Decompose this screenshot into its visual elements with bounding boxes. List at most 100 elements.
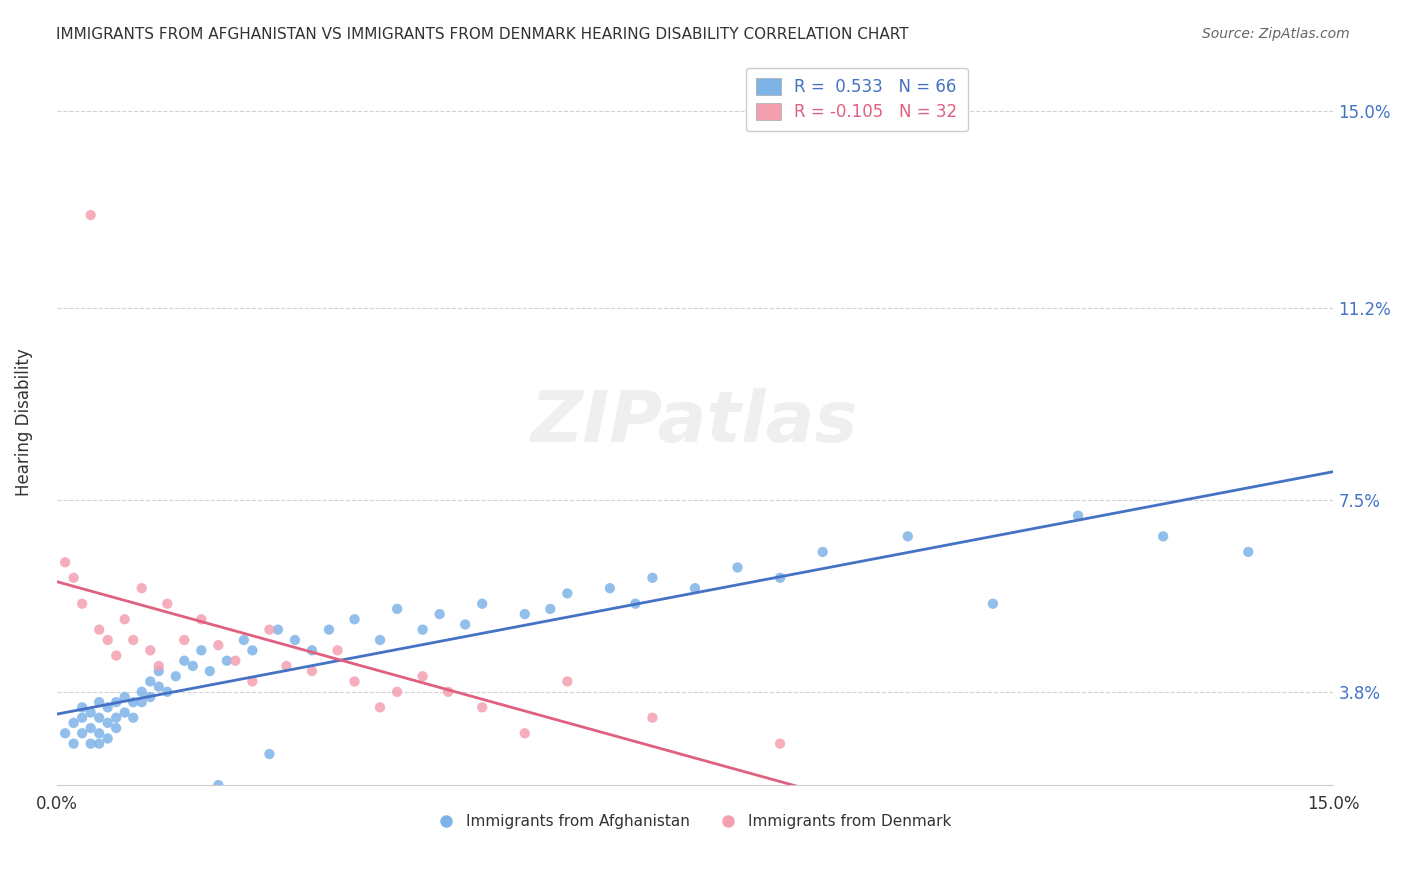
Point (89, 737, 111, 751)
Point (173, 654, 195, 668)
Point (513, 726, 536, 740)
Point (641, 711, 664, 725)
Point (207, 638, 229, 652)
Point (89, 695, 111, 709)
Point (131, 685, 153, 699)
Point (769, 571, 792, 585)
Point (429, 607, 451, 621)
Point (624, 597, 647, 611)
Point (284, 632, 307, 647)
Point (89, 711, 111, 725)
Point (79, 706, 101, 720)
Point (114, 690, 136, 704)
Point (105, 711, 128, 725)
Point (62, 571, 84, 585)
Point (224, 654, 246, 668)
Point (148, 680, 170, 694)
Text: IMMIGRANTS FROM AFGHANISTAN VS IMMIGRANTS FROM DENMARK HEARING DISABILITY CORREL: IMMIGRANTS FROM AFGHANISTAN VS IMMIGRANT… (56, 27, 908, 42)
Point (326, 643, 349, 657)
Point (242, 643, 264, 657)
Point (156, 597, 179, 611)
Point (70, 597, 93, 611)
Point (114, 612, 136, 626)
Point (232, 632, 254, 647)
Point (276, 659, 298, 673)
Point (62, 737, 84, 751)
Point (165, 669, 187, 683)
Point (105, 648, 128, 663)
Point (181, 659, 204, 673)
Point (981, 597, 1004, 611)
Text: ZIPatlas: ZIPatlas (531, 388, 859, 457)
Point (318, 623, 340, 637)
Point (62, 715, 84, 730)
Point (471, 597, 494, 611)
Point (343, 674, 366, 689)
Point (148, 659, 170, 673)
Point (215, 654, 238, 668)
Point (156, 685, 179, 699)
Point (1067, 508, 1090, 523)
Point (1237, 545, 1260, 559)
Point (53, 555, 76, 569)
Point (412, 623, 434, 637)
Point (190, 612, 212, 626)
Point (139, 690, 162, 704)
Point (557, 586, 579, 600)
Text: Source: ZipAtlas.com: Source: ZipAtlas.com (1202, 27, 1350, 41)
Point (769, 737, 792, 751)
Point (599, 581, 621, 595)
Point (207, 778, 229, 792)
Point (89, 623, 111, 637)
Point (683, 581, 706, 595)
Legend: Immigrants from Afghanistan, Immigrants from Denmark: Immigrants from Afghanistan, Immigrants … (433, 808, 957, 836)
Point (368, 700, 391, 714)
Point (727, 560, 749, 574)
Point (301, 664, 323, 678)
Point (97, 700, 120, 714)
Point (811, 545, 834, 559)
Point (897, 529, 920, 543)
Point (368, 632, 391, 647)
Point (148, 664, 170, 678)
Point (97, 715, 120, 730)
Point (259, 747, 281, 761)
Point (259, 623, 281, 637)
Point (122, 711, 145, 725)
Point (79, 721, 101, 735)
Point (385, 685, 408, 699)
Point (53, 726, 76, 740)
Point (513, 607, 536, 621)
Point (641, 571, 664, 585)
Point (1152, 529, 1174, 543)
Point (385, 602, 408, 616)
Point (538, 602, 561, 616)
Point (70, 700, 93, 714)
Point (557, 674, 579, 689)
Point (70, 726, 93, 740)
Point (198, 664, 221, 678)
Point (70, 711, 93, 725)
Point (97, 632, 120, 647)
Point (105, 695, 128, 709)
Point (131, 695, 153, 709)
Point (131, 581, 153, 595)
Point (412, 669, 434, 683)
Point (139, 674, 162, 689)
Point (122, 632, 145, 647)
Point (79, 208, 101, 222)
Point (79, 737, 101, 751)
Point (89, 726, 111, 740)
Point (437, 685, 460, 699)
Point (343, 612, 366, 626)
Y-axis label: Hearing Disability: Hearing Disability (15, 349, 32, 496)
Point (139, 643, 162, 657)
Point (267, 623, 290, 637)
Point (173, 632, 195, 647)
Point (114, 706, 136, 720)
Point (471, 700, 494, 714)
Point (454, 617, 477, 632)
Point (242, 674, 264, 689)
Point (122, 695, 145, 709)
Point (190, 643, 212, 657)
